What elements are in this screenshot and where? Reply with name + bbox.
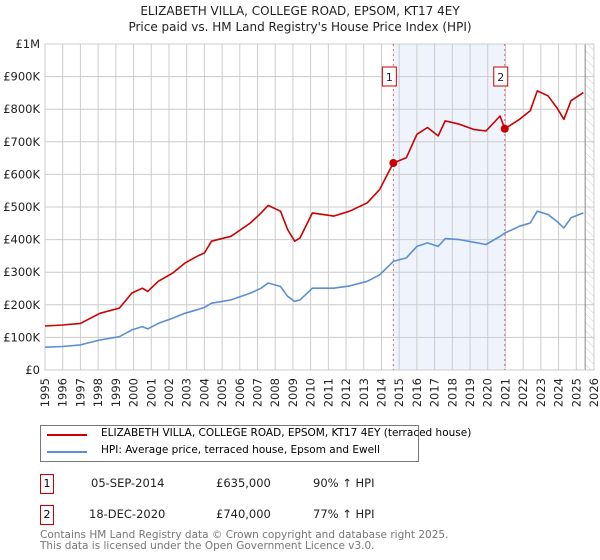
x-tick-label: 2011 xyxy=(321,378,335,407)
x-tick-label: 2002 xyxy=(162,378,176,407)
x-tick-label: 2023 xyxy=(534,378,548,407)
x-tick-label: 2012 xyxy=(339,378,353,407)
x-tick-label: 2009 xyxy=(286,378,300,407)
footer-licence: This data is licensed under the Open Gov… xyxy=(40,540,375,552)
sale-marker-label: 1 xyxy=(386,71,393,84)
legend-label: ELIZABETH VILLA, COLLEGE ROAD, EPSOM, KT… xyxy=(101,427,472,439)
sale-date: 05-SEP-2014 xyxy=(91,476,165,490)
footer-copyright: Contains HM Land Registry data © Crown c… xyxy=(40,529,449,541)
legend-swatch-blue xyxy=(47,451,87,453)
x-tick-label: 2015 xyxy=(392,378,406,407)
y-tick-label: £100K xyxy=(3,330,40,344)
chart-title-line1: ELIZABETH VILLA, COLLEGE ROAD, EPSOM, KT… xyxy=(140,4,460,18)
x-tick-label: 2022 xyxy=(516,378,530,407)
x-tick-label: 2006 xyxy=(233,378,247,407)
x-tick-label: 2020 xyxy=(481,378,495,407)
price-chart: ELIZABETH VILLA, COLLEGE ROAD, EPSOM, KT… xyxy=(3,4,600,407)
hpi-series-line xyxy=(44,210,584,348)
x-tick-label: 2000 xyxy=(127,378,141,407)
y-tick-label: £600K xyxy=(3,167,40,181)
x-tick-label: 2021 xyxy=(498,378,512,407)
sale-marker-label: 2 xyxy=(497,71,504,84)
x-tick-label: 2008 xyxy=(268,378,282,407)
x-tick-label: 2005 xyxy=(215,378,229,407)
sale-price: £635,000 xyxy=(216,476,271,490)
x-tick-label: 1997 xyxy=(73,378,87,407)
y-tick-label: £700K xyxy=(3,135,40,149)
y-tick-label: £300K xyxy=(3,265,40,279)
y-tick-label: £500K xyxy=(3,200,40,214)
x-tick-label: 2026 xyxy=(587,378,600,407)
plot-frame xyxy=(44,43,595,371)
x-tick-label: 2013 xyxy=(357,378,371,407)
y-tick-label: £800K xyxy=(3,102,40,116)
y-tick-label: £200K xyxy=(3,298,40,312)
x-tick-label: 1998 xyxy=(91,378,105,407)
x-tick-label: 2018 xyxy=(445,378,459,407)
sale-point xyxy=(389,158,398,167)
x-tick-label: 2017 xyxy=(428,378,442,407)
x-tick-label: 1996 xyxy=(56,378,70,407)
x-tick-label: 2024 xyxy=(552,378,566,407)
x-tick-label: 2003 xyxy=(180,378,194,407)
sale-point xyxy=(500,124,509,133)
sale-hpi-diff: 90% ↑ HPI xyxy=(313,476,375,490)
x-tick-label: 2014 xyxy=(374,378,388,407)
x-tick-label: 1999 xyxy=(109,378,123,407)
sale-price: £740,000 xyxy=(216,507,271,521)
x-tick-label: 2004 xyxy=(197,378,211,407)
x-tick-label: 2001 xyxy=(144,378,158,407)
legend-label: HPI: Average price, terraced house, Epso… xyxy=(101,444,380,456)
x-tick-label: 2025 xyxy=(569,378,583,407)
y-tick-label: £400K xyxy=(3,233,40,247)
sale-date: 18-DEC-2020 xyxy=(89,507,166,521)
sale-marker-box xyxy=(381,66,397,87)
x-tick-label: 2007 xyxy=(251,378,265,407)
chart-title-line2: Price paid vs. HM Land Registry's House … xyxy=(128,20,471,34)
legend: ELIZABETH VILLA, COLLEGE ROAD, EPSOM, KT… xyxy=(40,425,471,462)
legend-swatch-red xyxy=(47,434,87,436)
property-series-line xyxy=(44,90,584,327)
x-tick-label: 1995 xyxy=(38,378,52,407)
y-tick-label: £900K xyxy=(3,70,40,84)
x-tick-label: 2019 xyxy=(463,378,477,407)
sale-marker: 2 xyxy=(40,505,54,525)
sale-marker: 1 xyxy=(40,474,54,494)
sale-hpi-diff: 77% ↑ HPI xyxy=(313,507,375,521)
y-tick-label: £1M xyxy=(15,37,40,51)
x-tick-label: 2016 xyxy=(410,378,424,407)
y-tick-label: £0 xyxy=(25,363,40,377)
x-tick-label: 2010 xyxy=(304,378,318,407)
sale-marker-box xyxy=(493,66,509,87)
